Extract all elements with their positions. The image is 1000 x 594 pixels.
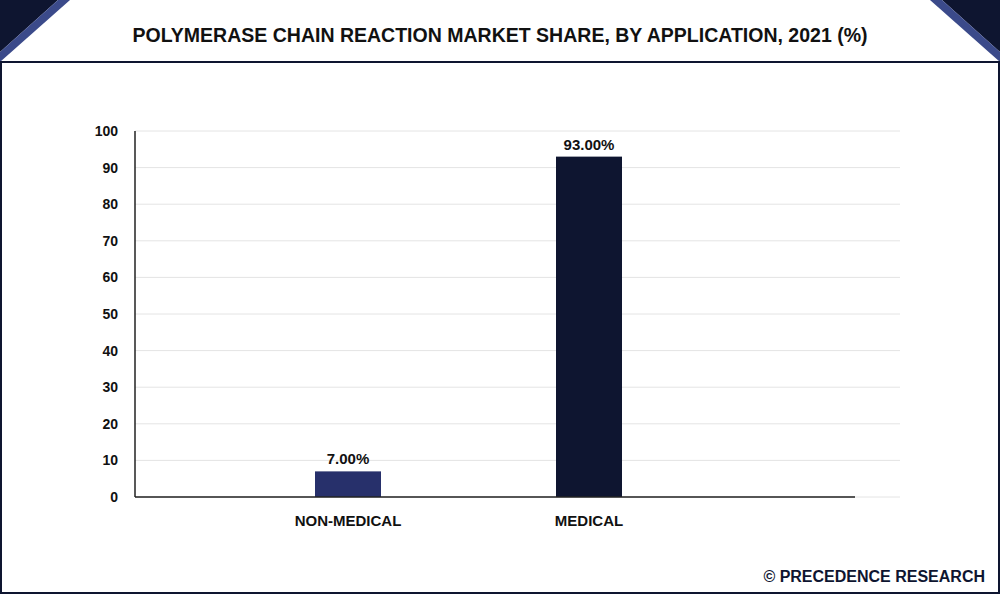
bars (315, 157, 622, 497)
banner-line (0, 61, 1000, 63)
tick-label: 60 (102, 269, 118, 285)
tick-label: 50 (102, 306, 118, 322)
bar (556, 157, 622, 497)
tick-label: 80 (102, 196, 118, 212)
tick-label: 30 (102, 379, 118, 395)
category-label: MEDICAL (555, 512, 623, 529)
tick-label: 40 (102, 343, 118, 359)
grid-line (135, 240, 900, 241)
grid-line (135, 387, 900, 388)
source: © PRECEDENCE RESEARCH (763, 568, 985, 585)
grid-line (135, 350, 900, 351)
grid (135, 131, 900, 497)
y-axis (134, 131, 136, 497)
data-label: 7.00% (327, 450, 370, 467)
category-label: NON-MEDICAL (295, 512, 402, 529)
grid-line (135, 204, 900, 205)
x-axis (135, 496, 855, 498)
banner (0, 0, 1000, 62)
title: POLYMERASE CHAIN REACTION MARKET SHARE, … (133, 23, 868, 46)
tick-label: 20 (102, 416, 118, 432)
grid-line (135, 423, 900, 424)
grid-line (135, 460, 900, 461)
tick-label: 10 (102, 452, 118, 468)
tick-label: 70 (102, 233, 118, 249)
grid-line (135, 497, 900, 498)
tick-label: 100 (95, 123, 119, 139)
grid-line (135, 314, 900, 315)
tick-label: 90 (102, 160, 118, 176)
tick-label: 0 (110, 489, 118, 505)
data-label: 93.00% (564, 136, 615, 153)
bar (315, 471, 381, 497)
grid-line (135, 131, 900, 132)
banner-corner (930, 0, 1000, 62)
grid-line (135, 167, 900, 168)
frame (1, 1, 999, 593)
banner-corner (0, 0, 70, 62)
chart: POLYMERASE CHAIN REACTION MARKET SHARE, … (0, 0, 1000, 594)
grid-line (135, 277, 900, 278)
